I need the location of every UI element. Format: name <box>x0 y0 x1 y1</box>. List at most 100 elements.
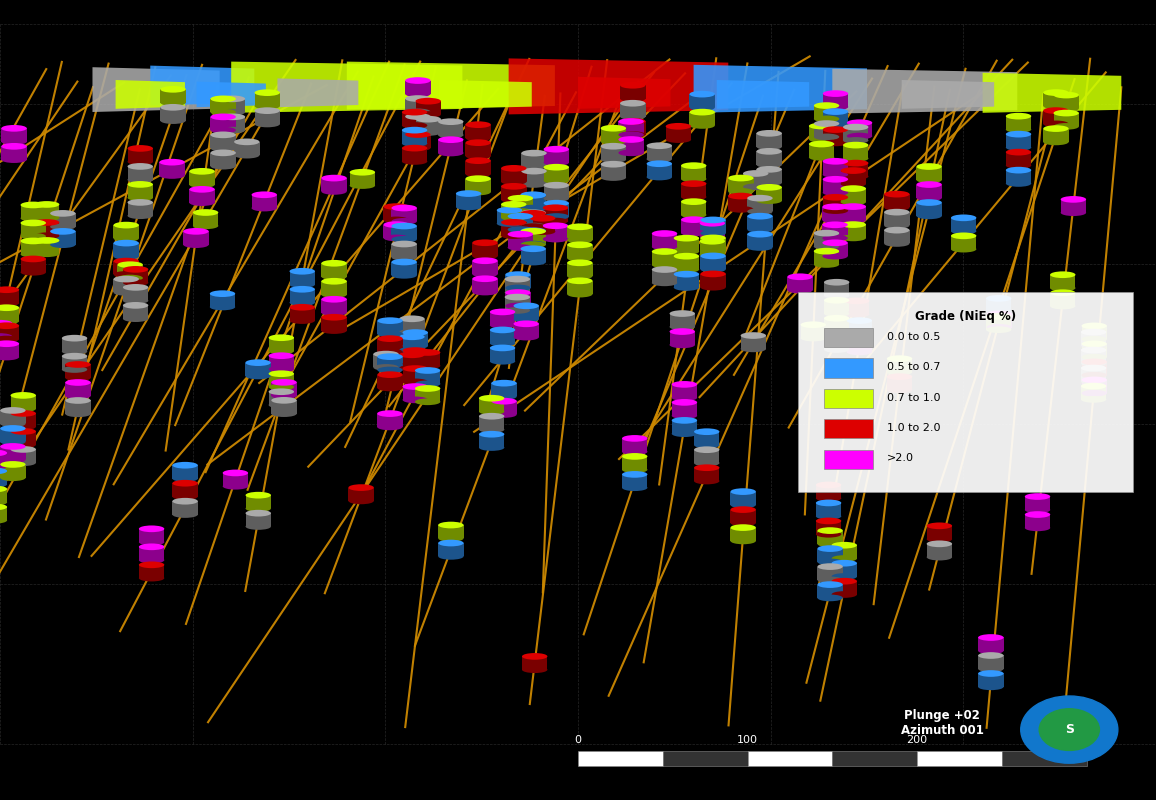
Ellipse shape <box>113 253 139 260</box>
Ellipse shape <box>701 217 726 223</box>
Ellipse shape <box>272 392 297 399</box>
Bar <box>438 543 464 556</box>
Ellipse shape <box>384 203 409 210</box>
Ellipse shape <box>254 121 280 127</box>
Ellipse shape <box>674 235 699 242</box>
Ellipse shape <box>672 394 697 401</box>
Ellipse shape <box>814 261 839 268</box>
Ellipse shape <box>113 276 139 282</box>
Ellipse shape <box>756 198 781 204</box>
Ellipse shape <box>455 203 481 210</box>
Ellipse shape <box>601 138 627 145</box>
Ellipse shape <box>652 243 677 250</box>
Bar <box>1082 344 1107 357</box>
Ellipse shape <box>699 251 725 258</box>
Ellipse shape <box>1025 506 1051 513</box>
Bar <box>490 348 516 362</box>
Ellipse shape <box>543 200 569 206</box>
Ellipse shape <box>756 179 781 186</box>
Text: 0: 0 <box>575 734 581 745</box>
Ellipse shape <box>392 258 417 266</box>
Ellipse shape <box>415 98 440 105</box>
Ellipse shape <box>817 546 843 552</box>
Ellipse shape <box>127 176 153 183</box>
Ellipse shape <box>505 271 531 278</box>
Ellipse shape <box>123 315 148 322</box>
Bar <box>669 331 695 345</box>
Ellipse shape <box>210 145 236 151</box>
Bar <box>321 263 347 277</box>
Ellipse shape <box>415 349 440 356</box>
Bar <box>840 170 866 184</box>
Bar <box>415 389 440 402</box>
Bar <box>466 142 491 156</box>
Bar <box>245 362 271 376</box>
Bar <box>884 230 910 243</box>
Ellipse shape <box>415 398 440 405</box>
Ellipse shape <box>65 361 90 368</box>
Ellipse shape <box>823 122 849 128</box>
Ellipse shape <box>822 217 847 223</box>
Ellipse shape <box>377 335 402 342</box>
Ellipse shape <box>978 670 1003 677</box>
Bar <box>139 529 164 542</box>
Bar <box>887 358 912 372</box>
Ellipse shape <box>402 361 428 367</box>
Ellipse shape <box>689 104 714 110</box>
Ellipse shape <box>824 333 850 339</box>
Ellipse shape <box>127 158 153 165</box>
Text: >2.0: >2.0 <box>887 454 913 463</box>
Polygon shape <box>832 69 1017 114</box>
Ellipse shape <box>473 258 498 264</box>
Ellipse shape <box>438 535 464 542</box>
Ellipse shape <box>822 239 847 246</box>
Ellipse shape <box>490 345 516 351</box>
Bar <box>823 162 849 174</box>
Bar <box>384 206 409 220</box>
Ellipse shape <box>392 222 417 230</box>
Bar <box>513 324 539 337</box>
Ellipse shape <box>823 158 849 165</box>
Bar <box>652 251 677 265</box>
Ellipse shape <box>814 248 839 254</box>
Ellipse shape <box>1043 126 1068 132</box>
Ellipse shape <box>0 443 25 450</box>
Ellipse shape <box>1 143 27 150</box>
Polygon shape <box>717 80 809 109</box>
Ellipse shape <box>210 109 236 115</box>
Ellipse shape <box>701 230 726 237</box>
Bar <box>193 213 218 226</box>
Ellipse shape <box>681 198 706 205</box>
Ellipse shape <box>523 666 548 673</box>
Bar <box>507 216 533 230</box>
Ellipse shape <box>927 522 953 529</box>
Ellipse shape <box>438 540 464 546</box>
Bar <box>127 202 153 216</box>
Ellipse shape <box>1043 90 1068 96</box>
Bar <box>392 262 417 275</box>
Bar <box>620 86 645 98</box>
Bar <box>184 231 209 245</box>
Ellipse shape <box>520 228 546 234</box>
Ellipse shape <box>113 258 139 265</box>
Bar <box>824 282 850 295</box>
Ellipse shape <box>505 302 531 310</box>
Ellipse shape <box>10 428 36 434</box>
Text: 300: 300 <box>1076 734 1097 745</box>
Ellipse shape <box>823 103 849 110</box>
Bar <box>321 178 347 191</box>
Text: 1.0 to 2.0: 1.0 to 2.0 <box>887 423 940 433</box>
Ellipse shape <box>438 132 464 138</box>
Ellipse shape <box>235 138 260 145</box>
Polygon shape <box>578 77 670 109</box>
Ellipse shape <box>917 177 942 183</box>
Ellipse shape <box>884 191 910 198</box>
Ellipse shape <box>505 307 531 314</box>
Ellipse shape <box>620 82 645 89</box>
Ellipse shape <box>543 236 569 242</box>
Ellipse shape <box>747 226 772 233</box>
Ellipse shape <box>1081 396 1106 402</box>
Ellipse shape <box>172 498 198 505</box>
Ellipse shape <box>824 315 850 322</box>
Bar <box>373 354 399 367</box>
